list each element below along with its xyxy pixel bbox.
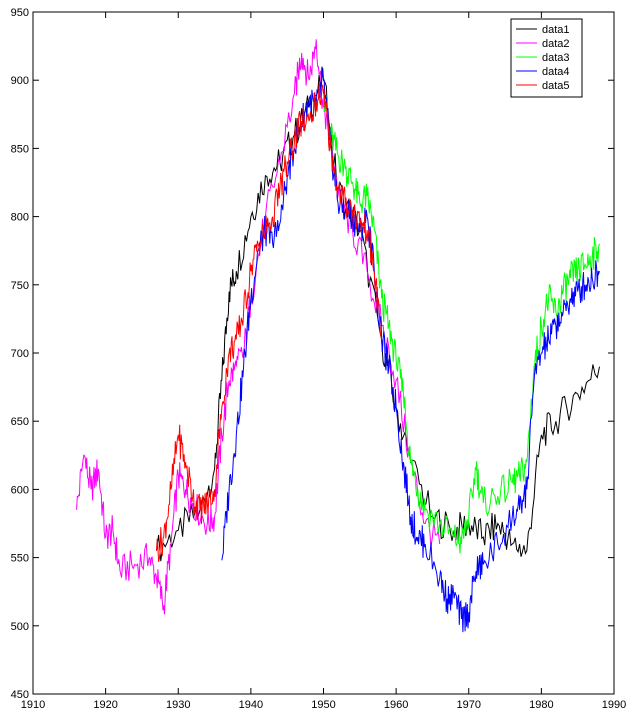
x-tick-label: 1990 xyxy=(602,699,626,711)
plot-area xyxy=(76,39,600,633)
y-tick-label: 700 xyxy=(11,348,29,360)
legend-label-data5: data5 xyxy=(542,80,570,92)
y-tick-label: 550 xyxy=(11,553,29,565)
series-line-data4 xyxy=(221,68,600,633)
x-tick-label: 1970 xyxy=(457,699,481,711)
series-line-data5 xyxy=(156,83,383,563)
series-line-data2 xyxy=(76,39,441,615)
legend-label-data1: data1 xyxy=(542,24,570,36)
x-tick-label: 1980 xyxy=(529,699,553,711)
y-tick-label: 500 xyxy=(11,621,29,633)
x-tick-label: 1960 xyxy=(384,699,408,711)
axes: 1910 1920 1930 1940 1950 1960 1970 1980 1990 450 5… xyxy=(11,7,627,711)
y-tick-label: 800 xyxy=(11,212,29,224)
legend-box xyxy=(510,18,583,98)
y-tick-label: 600 xyxy=(11,484,29,496)
y-tick-label: 850 xyxy=(11,143,29,155)
x-tick-label: 1950 xyxy=(311,699,335,711)
y-tick-label: 650 xyxy=(11,416,29,428)
x-tick-label: 1910 xyxy=(21,699,45,711)
y-tick-label: 900 xyxy=(11,75,29,87)
legend-label-data4: data4 xyxy=(542,66,570,78)
x-tick-label: 1920 xyxy=(93,699,117,711)
y-tick-label: 450 xyxy=(11,689,29,701)
series-line-data3 xyxy=(323,93,600,554)
axes-box xyxy=(32,11,615,695)
x-tick-label: 1940 xyxy=(239,699,263,711)
legend: data1 data2 data3 data4 data5 xyxy=(510,18,583,98)
legend-label-data3: data3 xyxy=(542,52,570,64)
x-tick-label: 1930 xyxy=(166,699,190,711)
y-tick-label: 750 xyxy=(11,280,29,292)
y-tick-label: 950 xyxy=(11,7,29,19)
legend-label-data2: data2 xyxy=(542,38,570,50)
